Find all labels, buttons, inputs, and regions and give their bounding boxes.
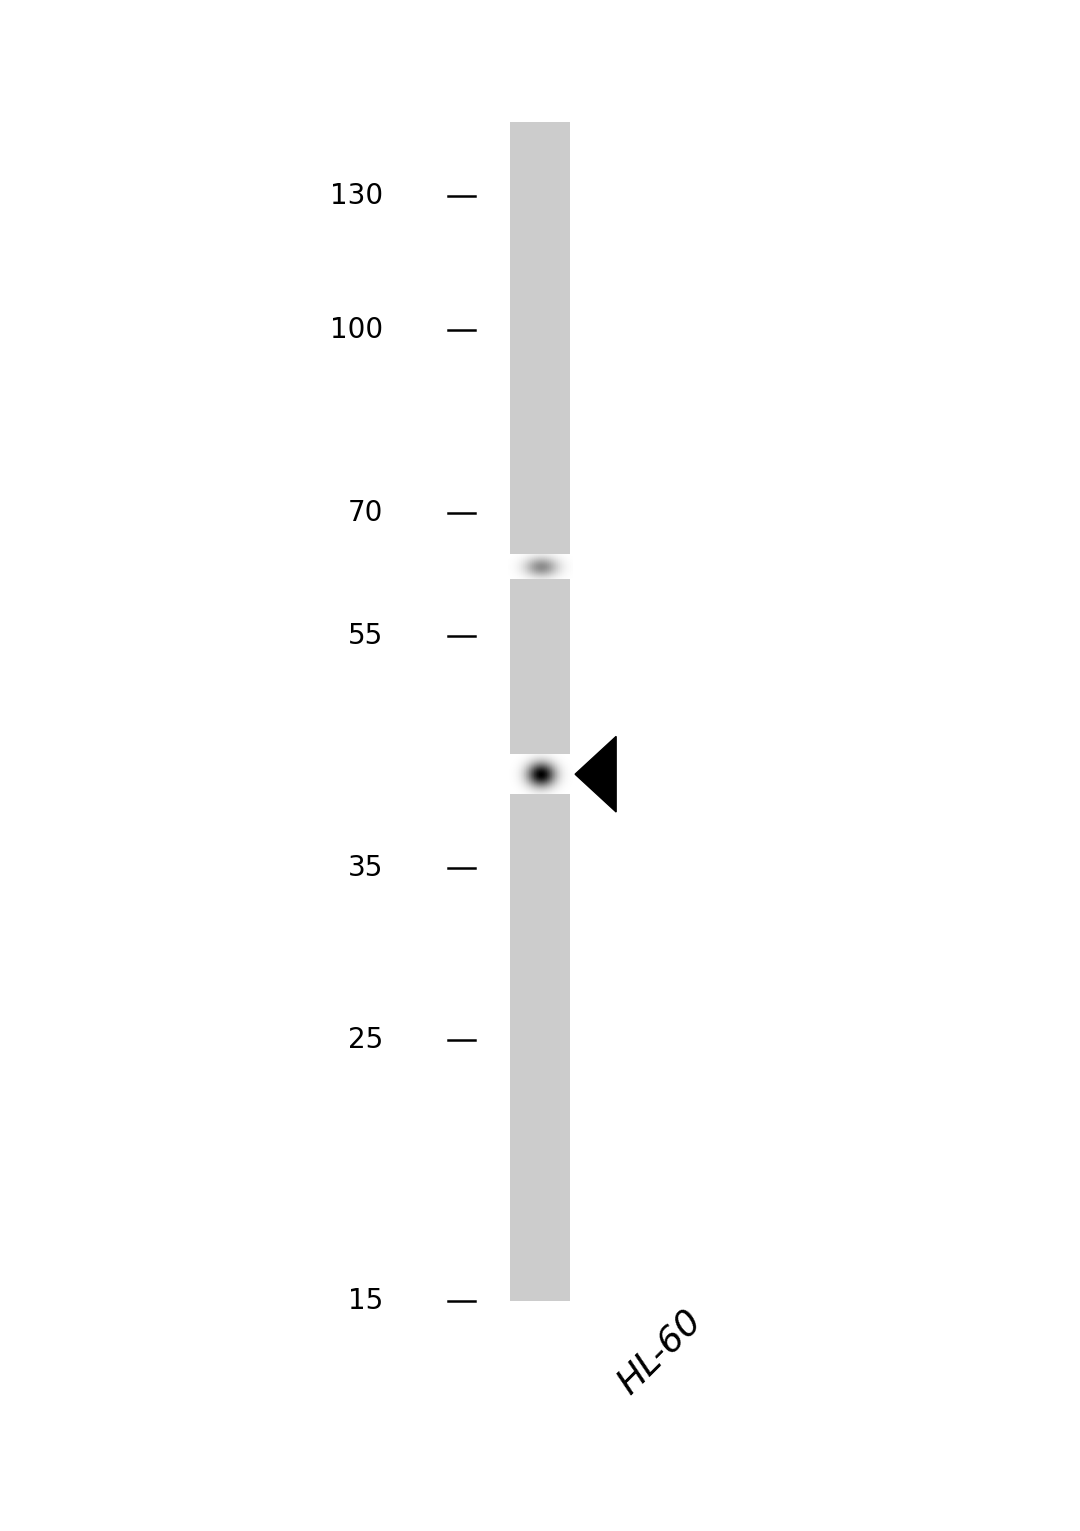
Polygon shape <box>576 736 616 811</box>
Text: 55: 55 <box>348 622 383 651</box>
Text: 130: 130 <box>330 182 383 210</box>
Text: 35: 35 <box>348 854 383 882</box>
Text: 25: 25 <box>348 1026 383 1053</box>
Text: 100: 100 <box>330 315 383 344</box>
Bar <box>510 122 570 1301</box>
Text: 70: 70 <box>348 499 383 527</box>
Text: HL-60: HL-60 <box>610 1303 707 1401</box>
Text: 15: 15 <box>348 1288 383 1315</box>
